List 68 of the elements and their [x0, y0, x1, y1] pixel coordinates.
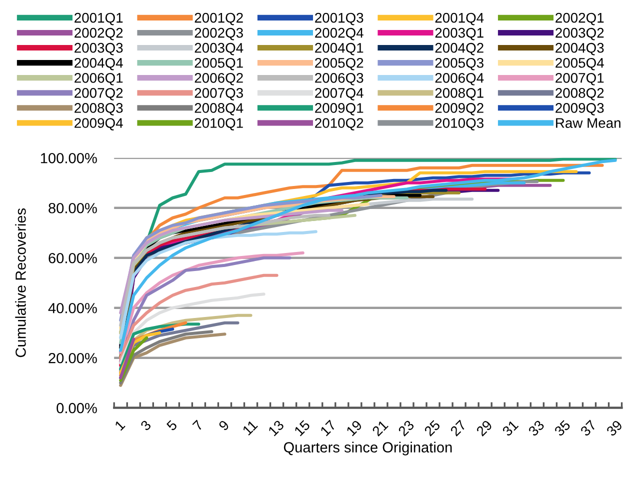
legend-label: Raw Mean [556, 118, 620, 128]
y-axis-title: Cumulative Recoveries [15, 208, 26, 358]
legend-label: 2003Q1 [435, 28, 484, 40]
legend-label: 2008Q3 [74, 103, 123, 116]
legend-label: 2006Q3 [315, 72, 364, 86]
x-tick-label: 13 [268, 420, 284, 436]
y-tick-label: 100.00% [40, 152, 97, 164]
legend-label: 2007Q1 [556, 72, 604, 86]
x-tick-label: 3 [140, 420, 152, 432]
legend-label: 2003Q2 [556, 28, 604, 40]
x-tick-label: 39 [606, 420, 623, 437]
legend-label: 2002Q2 [74, 28, 123, 40]
legend-label: 2006Q1 [74, 72, 123, 86]
y-tick-label: 20.00% [48, 352, 97, 364]
legend-label: 2005Q4 [556, 58, 604, 70]
legend-label: 2001Q2 [194, 12, 243, 26]
x-tick-label: 7 [192, 420, 204, 432]
x-tick-label: 9 [218, 420, 230, 432]
legend-label: 2005Q3 [435, 58, 484, 70]
x-tick-label: 37 [580, 420, 597, 437]
legend-label: 2009Q1 [315, 103, 364, 116]
legend-label: 2010Q2 [315, 118, 364, 130]
x-tick-label: 1 [114, 420, 126, 431]
legend-label: 2004Q3 [556, 42, 604, 56]
legend-label: 2002Q4 [315, 28, 364, 40]
legend-label: 2007Q4 [315, 88, 364, 100]
legend-label: 2007Q2 [74, 88, 123, 100]
legend-label: 2002Q3 [194, 28, 243, 40]
legend-label: 2006Q2 [194, 72, 243, 86]
x-tick-label: 11 [242, 420, 258, 436]
x-tick-label: 31 [502, 420, 519, 437]
y-tick-label: 0.00% [56, 402, 97, 414]
legend-label: 2004Q2 [435, 42, 484, 56]
x-tick-label: 33 [528, 420, 545, 437]
legend-label: 2008Q2 [556, 88, 604, 100]
legend-label: 2002Q1 [556, 12, 604, 26]
x-tick-label: 35 [554, 420, 571, 437]
legend-label: 2003Q4 [194, 42, 244, 56]
x-tick-label: 21 [372, 420, 388, 436]
legend-label: 2004Q1 [315, 42, 364, 56]
legend-label: 2010Q1 [194, 118, 243, 130]
legend-label: 2009Q3 [556, 103, 604, 116]
x-tick-label: 25 [424, 420, 441, 437]
y-tick-label: 60.00% [48, 252, 97, 264]
x-tick-label: 27 [450, 420, 467, 436]
x-tick-label: 23 [398, 420, 415, 437]
y-tick-label: 40.00% [48, 302, 97, 314]
legend-label: 2003Q3 [74, 42, 123, 56]
legend-label: 2007Q3 [194, 88, 243, 100]
legend-label: 2001Q3 [315, 12, 364, 26]
x-tick-label: 29 [476, 420, 493, 437]
y-tick-label: 80.00% [48, 202, 97, 214]
legend-label: 2004Q4 [74, 58, 123, 70]
x-tick-label: 5 [166, 420, 178, 432]
legend-label: 2010Q3 [435, 118, 484, 130]
x-tick-label: 17 [320, 420, 336, 436]
legend-label: 2005Q2 [315, 58, 364, 70]
legend-label: 2006Q4 [435, 72, 484, 86]
x-tick-label: 19 [346, 420, 363, 436]
x-tick-label: 15 [294, 420, 311, 436]
legend-label: 2001Q4 [435, 12, 484, 26]
legend-label: 2005Q1 [194, 58, 243, 70]
legend-label: 2009Q4 [74, 118, 123, 130]
legend-label: 2009Q2 [435, 103, 484, 116]
x-axis-title: Quarters since Origination [284, 442, 452, 456]
legend-label: 2008Q4 [194, 103, 244, 116]
legend-label: 2001Q1 [74, 12, 123, 26]
legend-label: 2008Q1 [435, 88, 484, 100]
